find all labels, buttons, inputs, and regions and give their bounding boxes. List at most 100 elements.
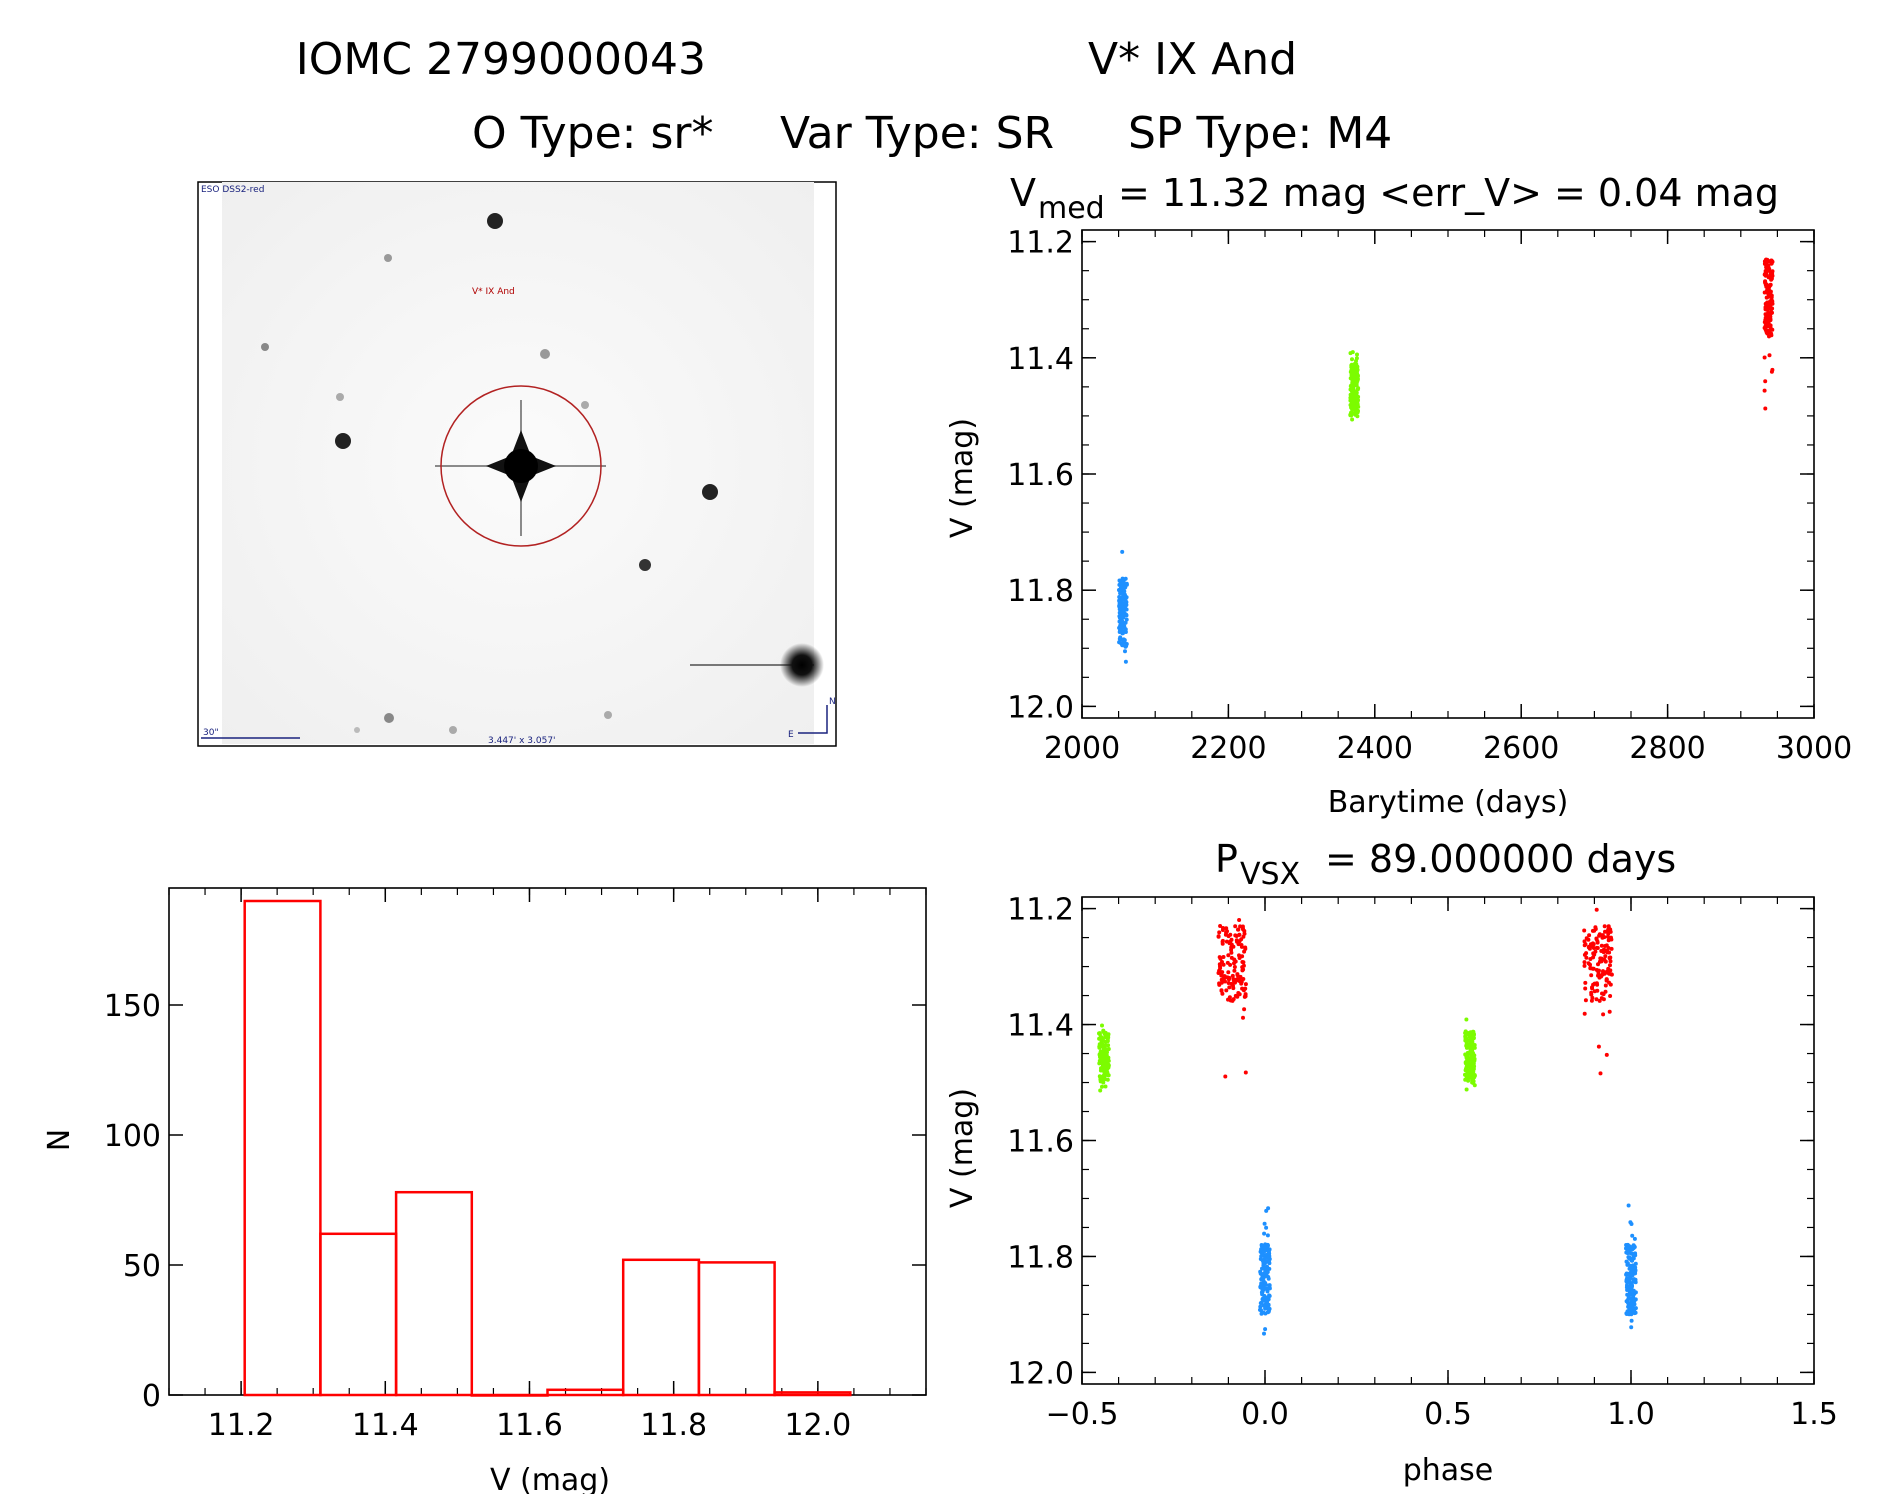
phased-season3-point bbox=[1588, 966, 1593, 971]
phased-season2-point bbox=[1468, 1050, 1473, 1054]
phased-season1-point bbox=[1259, 1281, 1264, 1286]
lightcurve-season2-point bbox=[1348, 413, 1353, 418]
phased-season1-point bbox=[1624, 1259, 1629, 1264]
phased-season2-point bbox=[1464, 1039, 1469, 1044]
phased-season3-point bbox=[1240, 954, 1245, 959]
lightcurve-season3-point bbox=[1764, 282, 1769, 287]
phased-season3-point bbox=[1606, 938, 1611, 943]
phased-season3-point bbox=[1240, 968, 1245, 973]
lightcurve-season1-point bbox=[1118, 591, 1123, 596]
phased-season3-point bbox=[1603, 944, 1607, 948]
lightcurve-title-prefix: V bbox=[1010, 171, 1036, 215]
lightcurve-season1-point bbox=[1117, 610, 1122, 615]
phased-season3-point bbox=[1598, 956, 1603, 961]
lightcurve-season3-point bbox=[1765, 291, 1770, 295]
field-star bbox=[449, 726, 457, 734]
phased-season3-point bbox=[1582, 960, 1587, 965]
phased-season3-point bbox=[1241, 934, 1246, 939]
field-star bbox=[487, 213, 503, 229]
phased-season1-point bbox=[1260, 1292, 1265, 1297]
lightcurve-season2-point bbox=[1348, 384, 1353, 389]
histogram-y-tick-label: 150 bbox=[104, 989, 161, 1024]
phased-season3-point bbox=[1595, 939, 1600, 944]
phased-season3-point bbox=[1603, 959, 1608, 964]
phased-season3-point bbox=[1588, 957, 1593, 961]
phased-season3-point bbox=[1596, 962, 1600, 967]
phased-season3-point bbox=[1237, 939, 1242, 944]
phased-season1-point bbox=[1624, 1243, 1629, 1247]
phased-season3-point bbox=[1240, 926, 1245, 931]
phased-season1-point bbox=[1266, 1309, 1271, 1314]
phased-season1-point bbox=[1630, 1246, 1635, 1251]
phased-season3-point bbox=[1586, 937, 1591, 942]
phased-season3-point bbox=[1241, 963, 1246, 968]
phased-season3-point bbox=[1604, 977, 1609, 982]
lightcurve-season2-point bbox=[1353, 410, 1358, 415]
histogram-y-tick-label: 100 bbox=[104, 1119, 161, 1154]
phased-season3-point bbox=[1589, 973, 1594, 978]
header-spectral-type: SP Type: M4 bbox=[1128, 108, 1392, 159]
phased-season1-point bbox=[1626, 1203, 1631, 1208]
phased-season3-point bbox=[1609, 972, 1614, 977]
lightcurve-season3-point bbox=[1763, 318, 1768, 322]
lightcurve-season1-point bbox=[1124, 612, 1129, 617]
histogram-bar bbox=[546, 1388, 625, 1397]
phased-season3-point bbox=[1227, 995, 1232, 1000]
lightcurve-season3-point bbox=[1765, 286, 1770, 291]
phased-season2-point bbox=[1100, 1075, 1104, 1079]
phased-season3-point bbox=[1594, 945, 1599, 950]
phased-y-tick-label: 11.4 bbox=[1007, 1009, 1074, 1044]
phased-season3-point bbox=[1603, 983, 1608, 988]
lightcurve-season1-point bbox=[1117, 640, 1122, 645]
header-variability-type: Var Type: SR bbox=[780, 108, 1054, 159]
phased-season2-point bbox=[1103, 1039, 1108, 1044]
phased-season3-point bbox=[1218, 969, 1223, 974]
lightcurve-season2-point bbox=[1350, 380, 1355, 384]
lightcurve-x-tick-label: 2600 bbox=[1483, 731, 1559, 766]
lightcurve-y-tick-label: 11.2 bbox=[1007, 226, 1074, 261]
lightcurve-season1-point bbox=[1120, 549, 1125, 554]
histogram-x-tick-label: 12.0 bbox=[784, 1408, 851, 1443]
phased-season3-point bbox=[1226, 953, 1231, 958]
phased-season1-point bbox=[1258, 1301, 1263, 1306]
phased-season2-point bbox=[1471, 1081, 1476, 1085]
phased-season2-point bbox=[1464, 1045, 1469, 1050]
phased-season2-point bbox=[1463, 1052, 1468, 1057]
lightcurve-season2-point bbox=[1355, 371, 1359, 376]
phased-season2-point bbox=[1465, 1075, 1469, 1080]
phased-season2-point bbox=[1471, 1075, 1476, 1080]
bright-star bbox=[780, 643, 824, 687]
phased-season3-point bbox=[1590, 928, 1595, 933]
phased-season3-point bbox=[1592, 952, 1597, 957]
lightcurve-season3-point bbox=[1762, 355, 1767, 360]
phased-season2-point bbox=[1465, 1058, 1470, 1062]
histogram-y-tick-label: 50 bbox=[123, 1249, 161, 1284]
phased-season1-point bbox=[1266, 1286, 1271, 1291]
phased-season3-point bbox=[1243, 982, 1248, 987]
phased-panel: P VSX = 89.000000 days phase V (mag) −0.… bbox=[945, 837, 1838, 1488]
phased-season1-point bbox=[1266, 1276, 1271, 1281]
phased-season1-point bbox=[1629, 1264, 1634, 1269]
phased-season3-point bbox=[1582, 1011, 1587, 1016]
field-star bbox=[702, 484, 718, 500]
phased-season3-point bbox=[1231, 986, 1236, 991]
phased-season3-point bbox=[1605, 929, 1610, 934]
phased-season2-point bbox=[1097, 1031, 1102, 1036]
lightcurve-season1-point bbox=[1117, 636, 1122, 641]
lightcurve-x-tick-label: 2400 bbox=[1337, 731, 1413, 766]
histogram-x-tick-label: 11.8 bbox=[640, 1408, 707, 1443]
phased-x-label: phase bbox=[1403, 1453, 1494, 1488]
phased-season3-point bbox=[1609, 935, 1613, 940]
phased-season3-point bbox=[1583, 998, 1588, 1003]
phased-season3-point bbox=[1232, 965, 1237, 969]
phased-season3-point bbox=[1227, 985, 1232, 990]
phased-season3-point bbox=[1606, 924, 1611, 929]
phased-season2-point bbox=[1101, 1047, 1106, 1052]
histogram-bar bbox=[319, 1232, 398, 1397]
lightcurve-season3-point bbox=[1769, 369, 1774, 374]
phased-season1-point bbox=[1625, 1249, 1630, 1253]
phased-axes-frame bbox=[1081, 896, 1815, 1385]
phased-season3-point bbox=[1599, 959, 1604, 964]
phased-season2-point bbox=[1098, 1035, 1103, 1040]
phased-season3-point bbox=[1216, 934, 1221, 939]
